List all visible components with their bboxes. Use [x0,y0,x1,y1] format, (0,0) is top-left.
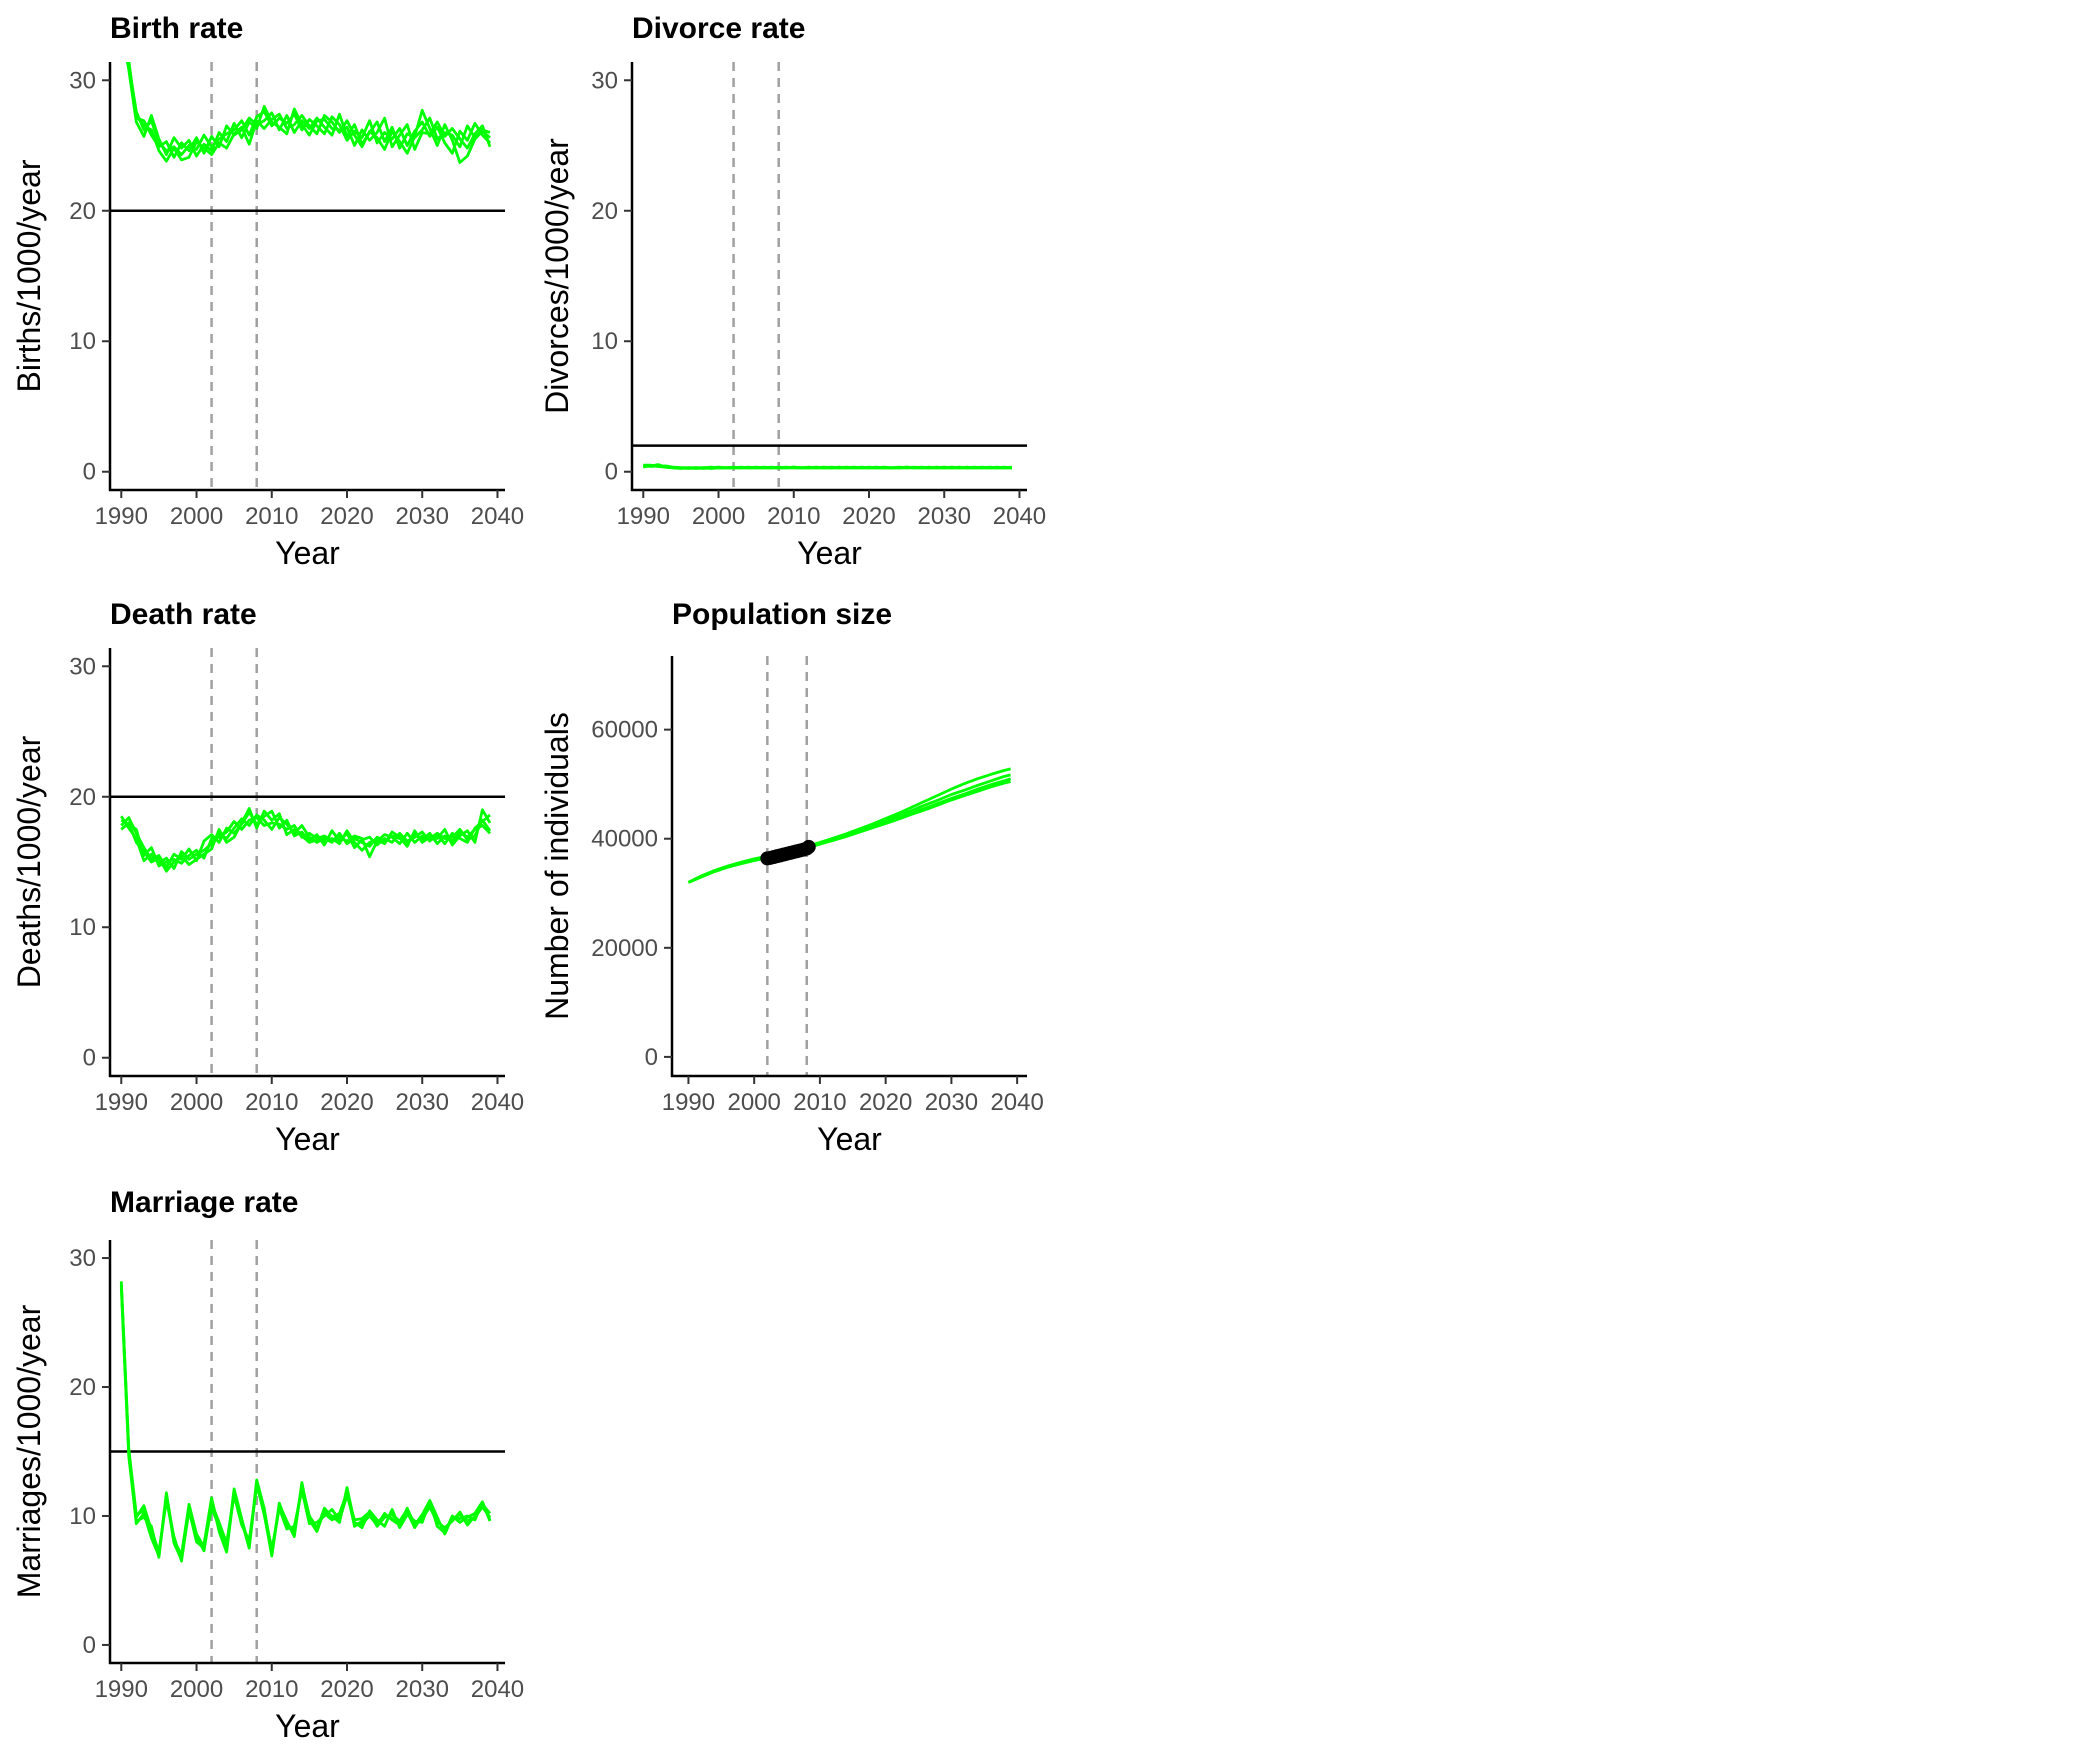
y-tick-label: 30 [69,67,96,94]
y-tick-label: 30 [69,653,96,680]
x-tick-label: 2000 [170,503,223,530]
x-tick-label: 2000 [170,1089,223,1116]
y-tick-label: 0 [83,1045,96,1072]
x-tick-label: 2020 [859,1089,912,1116]
x-tick-label: 2020 [320,503,373,530]
series-line-4 [642,463,1012,470]
panel-title: Death rate [110,598,257,631]
y-tick-label: 60000 [591,717,658,744]
y-axis-label: Deaths/1000/year [11,735,47,988]
y-tick-label: 10 [69,914,96,941]
y-tick-label: 30 [591,67,618,94]
x-tick-label: 2040 [993,503,1046,530]
x-axis-label: Year [275,535,340,571]
series-line-4 [120,807,492,873]
x-axis-label: Year [275,1708,340,1744]
data-point [801,839,816,854]
y-tick-label: 10 [69,1503,96,1530]
x-tick-label: 2030 [925,1089,978,1116]
x-tick-label: 2010 [245,503,298,530]
x-tick-label: 1990 [95,1089,148,1116]
y-tick-label: 0 [83,459,96,486]
series-line-4 [119,1285,492,1562]
plot-area [632,62,1027,490]
series-line-4 [687,780,1011,884]
x-tick-label: 2020 [320,1089,373,1116]
x-tick-label: 2010 [793,1089,846,1116]
x-tick-label: 2000 [692,503,745,530]
x-tick-label: 1990 [617,503,670,530]
plot-area [687,656,1012,1076]
y-tick-label: 0 [645,1044,658,1071]
y-tick-label: 30 [69,1245,96,1272]
y-axis-label: Marriages/1000/year [11,1304,47,1598]
y-tick-label: 20 [69,198,96,225]
x-tick-label: 2040 [471,1089,524,1116]
y-tick-label: 40000 [591,826,658,853]
y-tick-label: 20 [69,1374,96,1401]
x-tick-label: 2010 [767,503,820,530]
x-tick-label: 2030 [396,1089,449,1116]
x-tick-label: 2010 [245,1676,298,1703]
series-line-2 [127,62,491,159]
x-tick-label: 2010 [245,1089,298,1116]
x-tick-label: 1990 [95,503,148,530]
x-axis-label: Year [275,1121,340,1157]
y-tick-label: 10 [591,328,618,355]
panel-title: Marriage rate [110,1186,298,1219]
x-tick-label: 1990 [662,1089,715,1116]
y-tick-label: 20000 [591,935,658,962]
series-line-1 [120,813,492,870]
y-tick-label: 0 [83,1632,96,1659]
series-line-4 [126,62,491,164]
x-axis-label: Year [817,1121,882,1157]
x-tick-label: 2000 [170,1676,223,1703]
x-tick-label: 2020 [842,503,895,530]
y-tick-label: 0 [605,459,618,486]
x-tick-label: 2030 [918,503,971,530]
x-tick-label: 1990 [95,1676,148,1703]
y-axis-label: Births/1000/year [11,159,47,392]
x-tick-label: 2000 [727,1089,780,1116]
panel-title: Divorce rate [632,12,805,45]
y-tick-label: 20 [69,784,96,811]
y-tick-label: 20 [591,198,618,225]
x-tick-label: 2040 [990,1089,1043,1116]
panel-4: Population size 0 20000 40000 60000 1990 2000 2… [539,598,1044,1157]
panel-title: Birth rate [110,12,243,45]
y-axis-label: Number of individuals [539,712,575,1020]
x-tick-label: 2040 [471,503,524,530]
y-tick-label: 10 [69,328,96,355]
x-tick-label: 2020 [320,1676,373,1703]
plot-area [110,1240,505,1663]
x-tick-label: 2030 [396,1676,449,1703]
panel-title: Population size [672,598,892,631]
y-axis-label: Divorces/1000/year [539,138,575,414]
series-line-3 [687,777,1012,884]
plot-area [110,648,505,1076]
x-axis-label: Year [797,535,862,571]
x-tick-label: 2030 [396,503,449,530]
plot-area [110,62,505,490]
x-tick-label: 2040 [471,1676,524,1703]
series-line-3 [119,1281,492,1563]
series-line-3 [125,62,492,158]
